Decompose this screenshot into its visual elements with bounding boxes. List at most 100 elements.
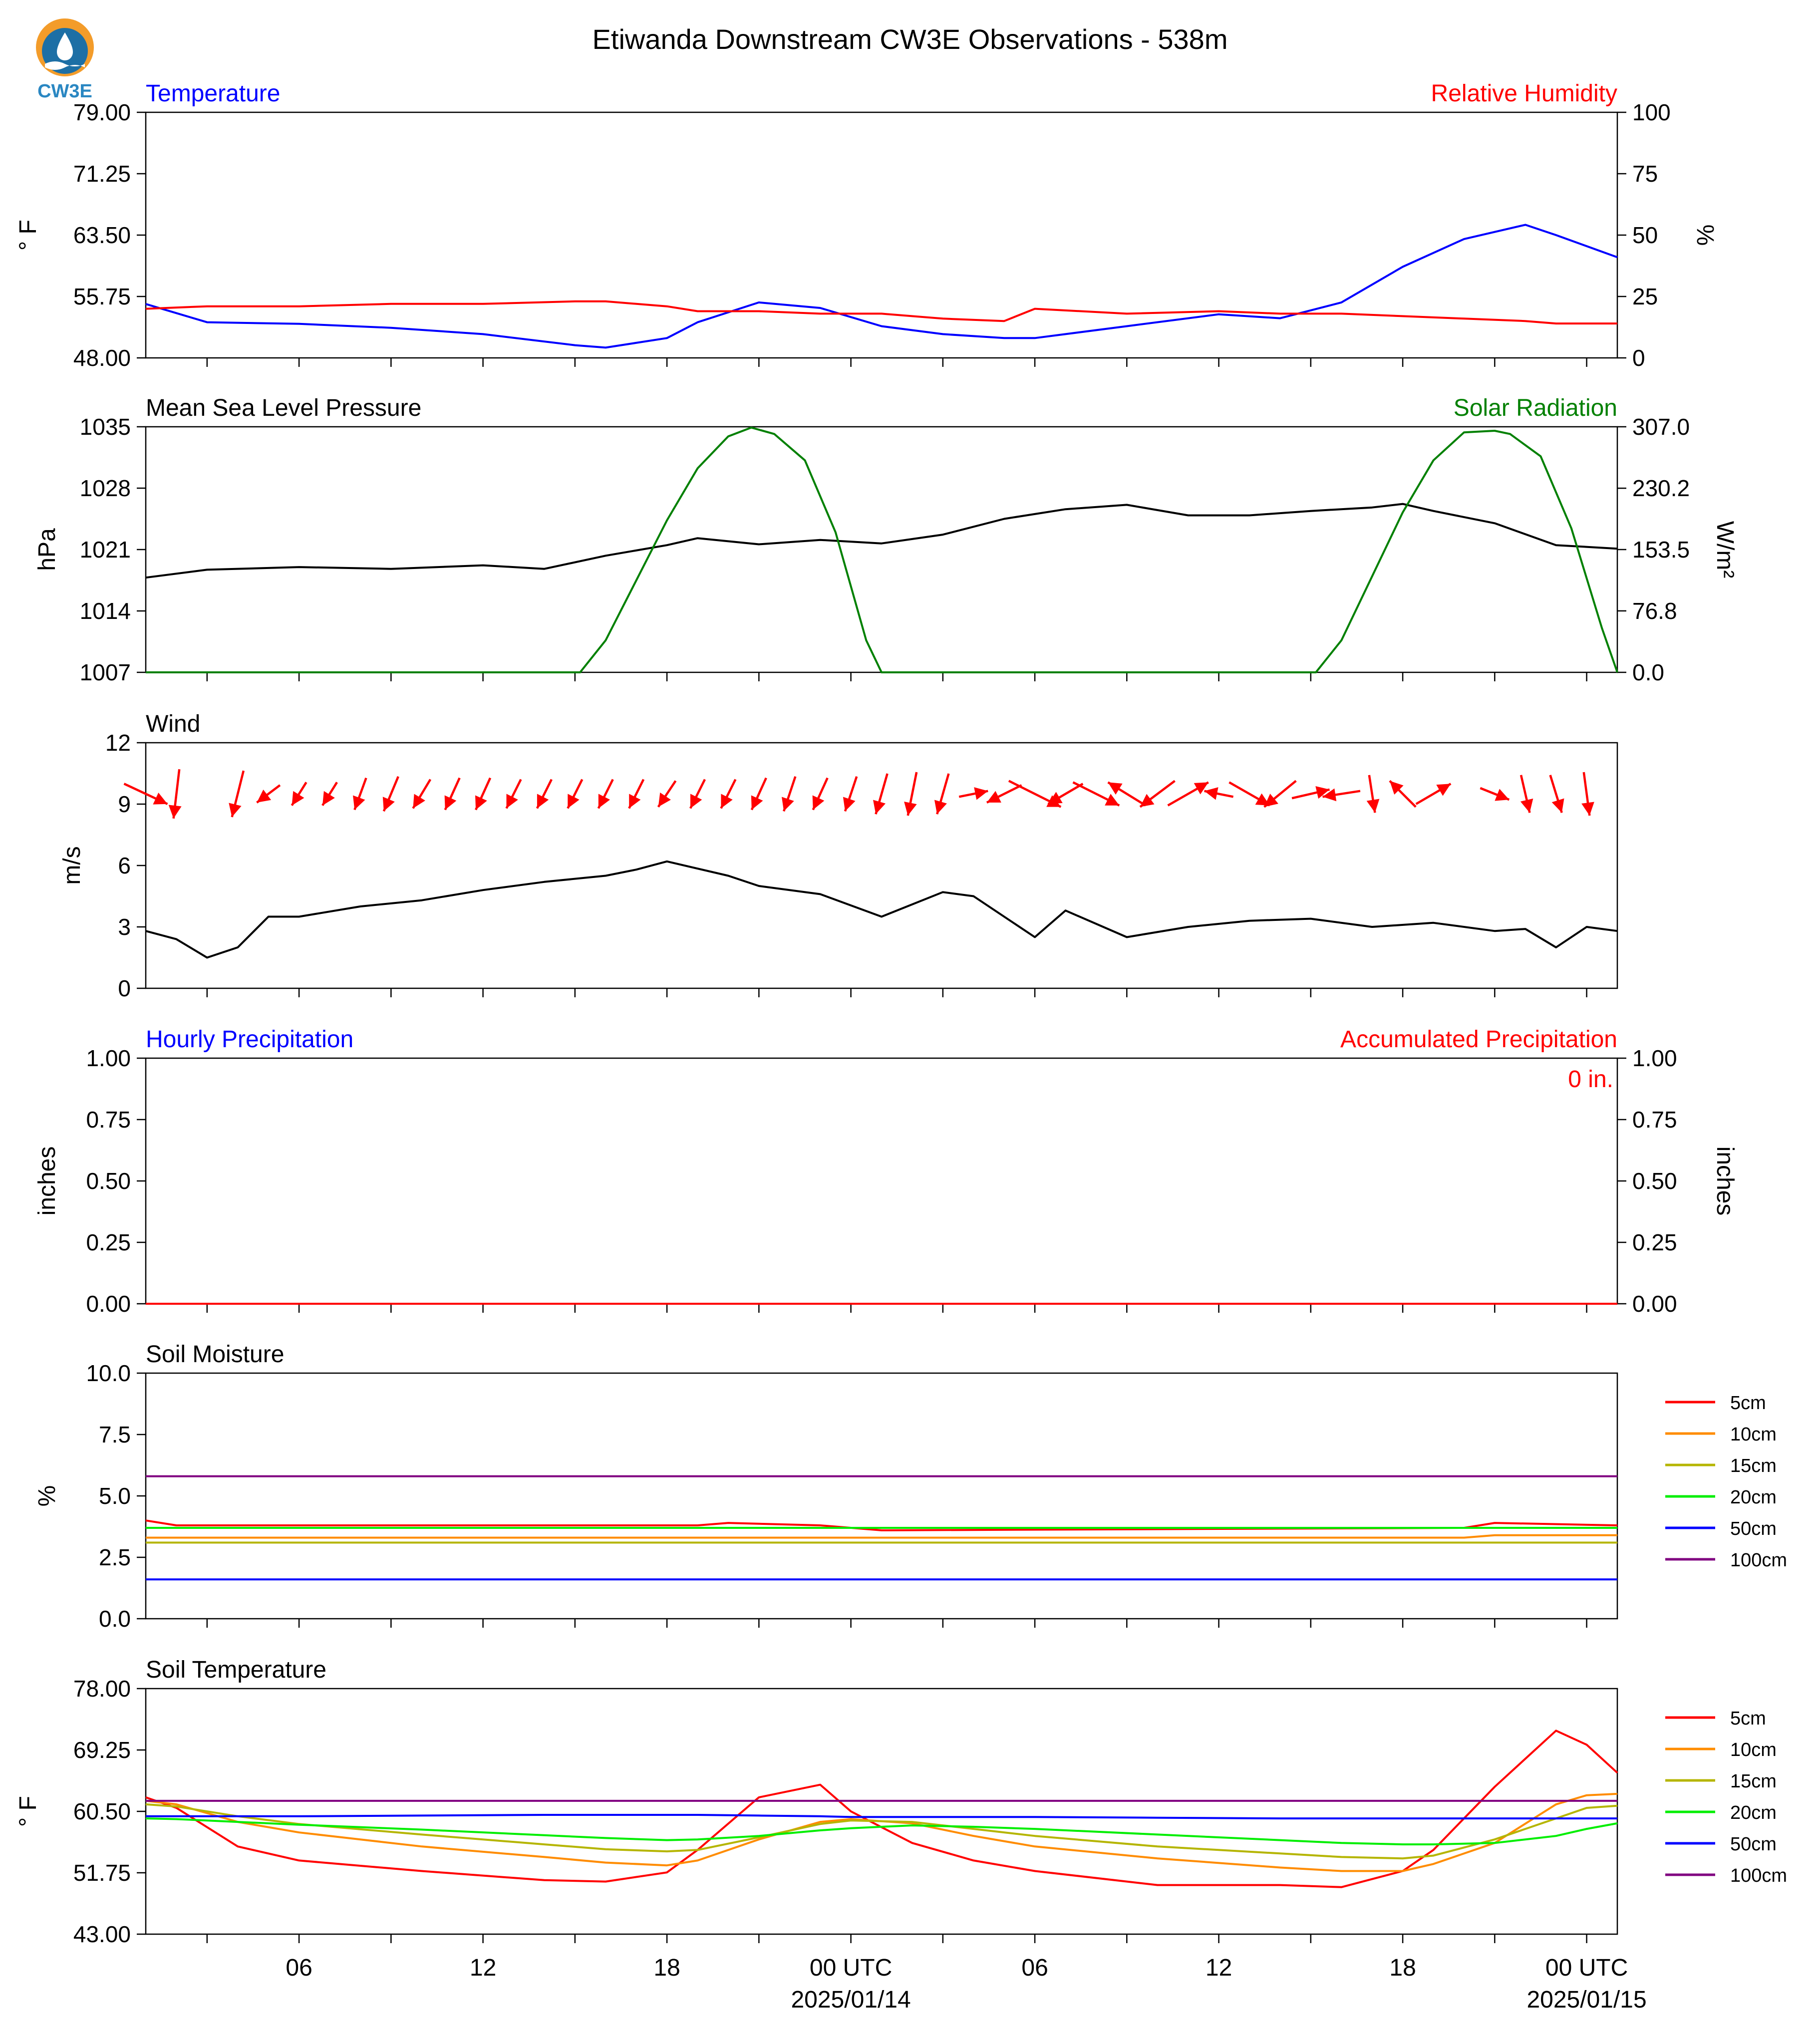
wind-arrow-head <box>986 791 1001 803</box>
y-axis-label-left: ° F <box>15 1796 41 1827</box>
panel-title-left: Hourly Precipitation <box>146 1026 353 1053</box>
wind-arrow-head <box>1551 798 1564 813</box>
soil-moisture-panel: 0.0 2.5 5.0 7.5 10.0 Soil Moisture% 5cm 10cm 15c… <box>34 1341 1787 1632</box>
logo-text: CW3E <box>37 81 92 102</box>
series-line-10cm <box>145 1792 1618 1872</box>
wind-arrow <box>873 773 889 815</box>
y-tick-label-left: 48.00 <box>73 345 131 371</box>
wind-arrow <box>904 772 918 816</box>
wind-arrow <box>1291 786 1330 800</box>
wind-arrow-head <box>1390 781 1404 795</box>
y-tick-label-right: 0.50 <box>1632 1168 1677 1194</box>
wind-arrow-head <box>873 800 886 815</box>
legend-label: 100cm <box>1730 1550 1787 1571</box>
y-tick-label-left: 0.50 <box>86 1168 131 1194</box>
x-axis-labels: 06 12 18 00 UTC 2025/01/14 06 12 18 00 UTC 2025/0… <box>286 1955 1646 2013</box>
y-tick-label-left: 0.25 <box>86 1229 131 1255</box>
y-tick-label-left: 71.25 <box>73 161 131 187</box>
wind-arrow-head <box>1436 784 1451 796</box>
wind-arrow <box>720 779 737 809</box>
legend: 5cm 10cm 15cm 20cm 50cm 100cm <box>1665 1393 1787 1571</box>
y-tick-label-right: 75 <box>1632 161 1658 187</box>
y-tick-label-left: 0.0 <box>99 1606 131 1632</box>
temperature-humidity-panel: 48.00 55.75 63.50 71.25 79.00 0 25 50 75 100 Tempe… <box>15 80 1718 371</box>
wind-arrow-head <box>721 794 733 809</box>
y-tick-label-left: 1014 <box>80 598 131 624</box>
wind-arrow <box>123 783 168 805</box>
wind-arrow-head <box>444 795 457 810</box>
y-tick-label-left: 10.0 <box>86 1360 131 1386</box>
series-line-10cm <box>146 1534 1617 1539</box>
wind-arrow-head <box>1204 787 1218 800</box>
series-line-20cm <box>145 1817 1618 1846</box>
panel-frame <box>145 1057 1618 1305</box>
wind-arrow <box>567 779 584 809</box>
wind-arrow-head <box>934 800 947 815</box>
wind-arrow-head <box>229 803 242 817</box>
wind-arrow <box>1139 780 1176 808</box>
wind-arrow-head <box>1322 788 1337 802</box>
wind-arrow-head <box>168 805 182 819</box>
wind-arrow <box>168 769 182 819</box>
legend: 5cm 10cm 15cm 20cm 50cm 100cm <box>1665 1708 1787 1886</box>
wind-arrow-head <box>1255 793 1270 806</box>
series-line-solar-radiation <box>146 426 1618 673</box>
wind-arrow-head <box>257 789 272 803</box>
y-tick-label-left: 7.5 <box>99 1422 131 1448</box>
y-tick-label-right: 230.2 <box>1632 475 1690 501</box>
panel-title-left: Mean Sea Level Pressure <box>146 395 421 421</box>
wind-arrow-head <box>812 795 825 810</box>
wind-arrow <box>536 779 553 809</box>
x-tick-label: 18 <box>1389 1955 1416 1981</box>
legend-label: 15cm <box>1730 1455 1777 1476</box>
wind-arrow <box>1107 781 1147 807</box>
x-tick-label: 00 UTC <box>810 1955 892 1981</box>
legend-label: 50cm <box>1730 1518 1777 1539</box>
y-tick-label-right: 1.00 <box>1632 1045 1677 1071</box>
wind-arrow <box>256 784 281 804</box>
y-tick-label-left: 0.75 <box>86 1107 131 1133</box>
wind-arrow-head <box>506 794 518 809</box>
panel-title-right: Accumulated Precipitation <box>1340 1026 1617 1053</box>
wind-arrow-head <box>1495 789 1510 801</box>
legend-label: 20cm <box>1730 1487 1777 1508</box>
wind-arrow-head <box>904 802 917 816</box>
wind-arrow <box>505 779 522 809</box>
y-tick-label-left: 0.00 <box>86 1291 131 1317</box>
wind-arrow <box>444 777 461 811</box>
y-tick-label-left: 63.50 <box>73 222 131 248</box>
y-tick-label-right: 0.25 <box>1632 1229 1677 1255</box>
panel-frame <box>145 426 1618 673</box>
legend-label: 15cm <box>1730 1771 1777 1792</box>
y-tick-label-left: 0 <box>118 975 131 1001</box>
wind-arrow <box>382 776 399 812</box>
y-tick-label-right: 100 <box>1632 99 1671 125</box>
wind-arrow <box>1389 780 1417 808</box>
accumulated-total-label: 0 in. <box>1568 1066 1613 1093</box>
x-date-label: 2025/01/14 <box>791 1987 910 2013</box>
wind-arrow <box>1519 775 1533 813</box>
series-line-5cm <box>145 1519 1618 1531</box>
wind-arrow-head <box>475 795 487 810</box>
wind-arrow <box>750 777 767 811</box>
y-axis-label-left: ° F <box>15 220 41 251</box>
y-tick-label-left: 78.00 <box>73 1676 131 1702</box>
series-line-temperature <box>145 224 1618 349</box>
wind-arrow-head <box>1048 792 1063 804</box>
wind-arrow <box>934 773 950 815</box>
wind-arrow <box>1263 780 1297 808</box>
wind-arrow-head <box>751 795 763 810</box>
x-date-label: 2025/01/15 <box>1526 1987 1646 2013</box>
wind-arrow <box>628 779 645 809</box>
pressure-solar-panel: 1007 1014 1021 1028 1035 0.0 76.8 153.5 230.2 307… <box>34 395 1738 685</box>
wind-arrow-head <box>292 791 304 806</box>
wind-arrow <box>843 776 858 812</box>
legend-label: 50cm <box>1730 1834 1777 1855</box>
panel-frame <box>145 111 1618 359</box>
y-tick-label-left: 43.00 <box>73 1921 131 1947</box>
panel-title-left: Soil Moisture <box>146 1341 284 1368</box>
x-tick-label: 12 <box>470 1955 496 1981</box>
wind-arrow <box>986 784 1022 804</box>
wind-arrow-head <box>843 797 856 812</box>
